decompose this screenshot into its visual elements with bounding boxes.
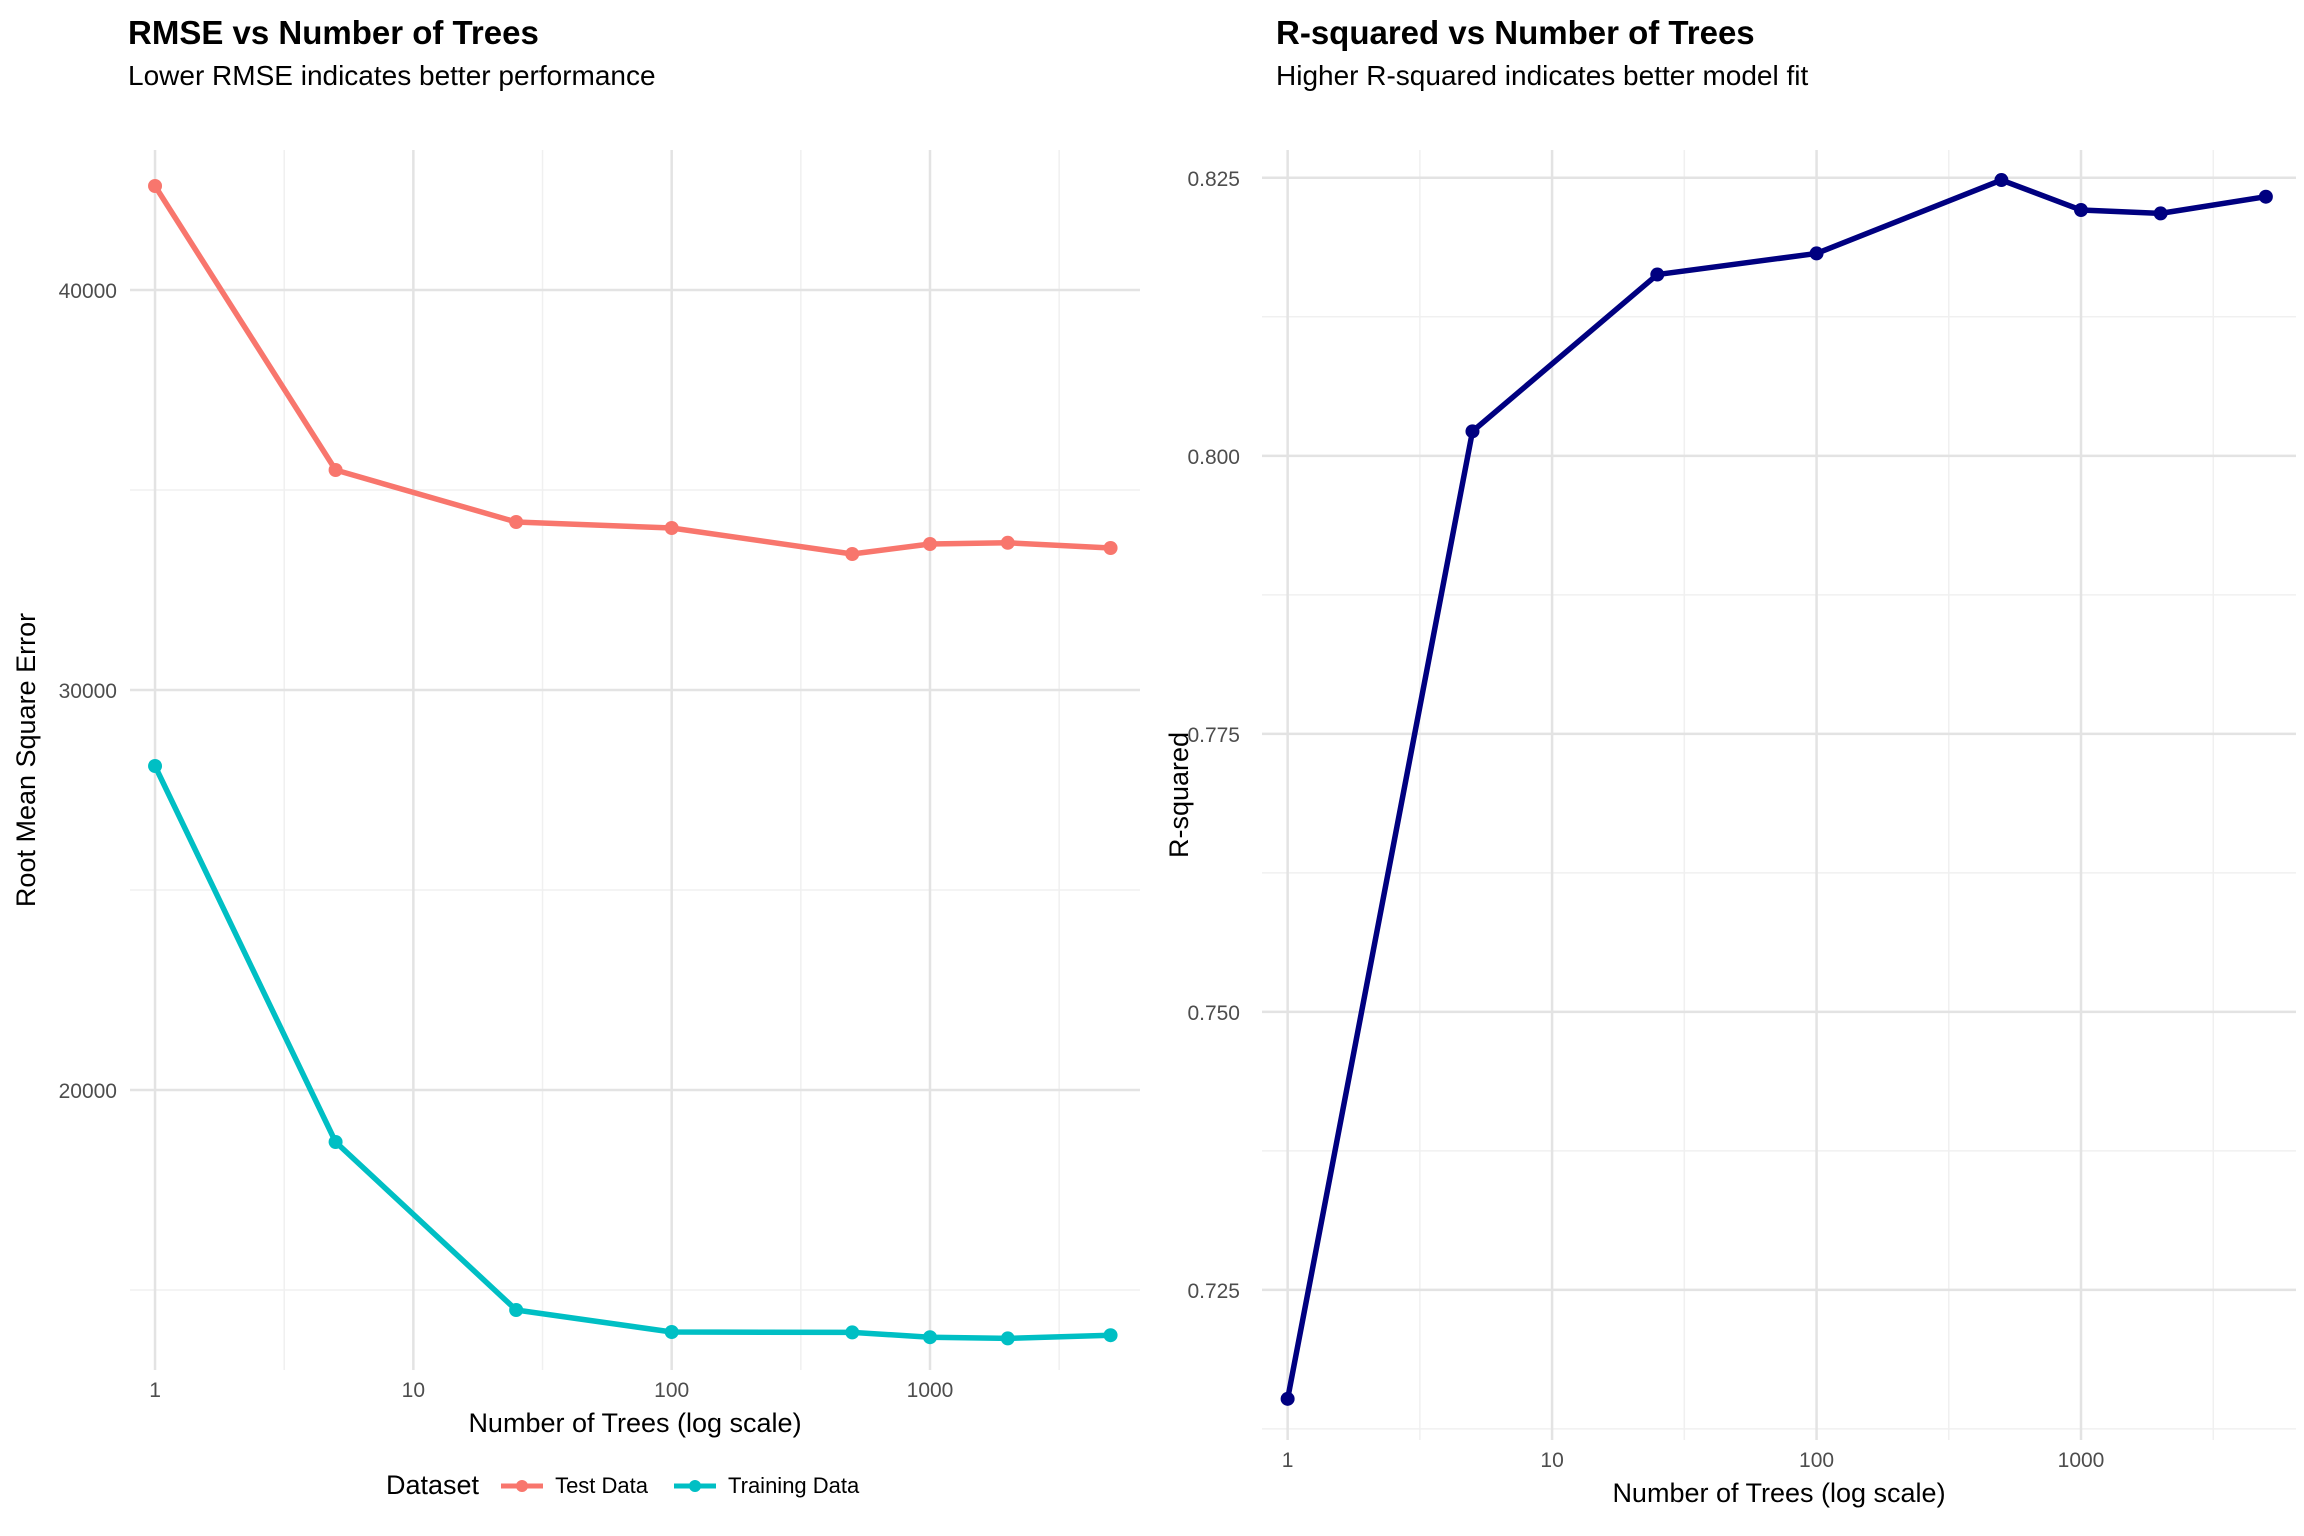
x-axis-label: Number of Trees (log scale) xyxy=(1612,1478,1945,1508)
r-squared-series-point xyxy=(2258,189,2273,204)
y-axis-label: Root Mean Square Error xyxy=(11,613,41,907)
x-tick-label: 10 xyxy=(402,1379,425,1402)
y-tick-label: 0.800 xyxy=(1187,446,1240,469)
r-squared-panel: R-squared vs Number of Trees Higher R-sq… xyxy=(1152,0,2304,1536)
rmse-test-data-point xyxy=(1103,541,1118,555)
rmse-test-data-point xyxy=(845,547,860,561)
legend-label-training-data: Training Data xyxy=(728,1472,860,1498)
rmse-test-data-line xyxy=(152,183,1114,557)
rmse-legend: Dataset Test Data Training Data xyxy=(386,1470,883,1501)
rmse-chart: 1 10 100 1000 20000 30000 40000 Number of Trees… xyxy=(11,150,1140,1438)
r-squared-series-line xyxy=(1284,177,2269,1402)
rmse-test-data-point xyxy=(509,515,524,529)
r-squared-series-point xyxy=(2074,203,2089,218)
x-tick-label: 1 xyxy=(1282,1449,1294,1472)
r-squared-series-point xyxy=(2153,206,2168,221)
legend-key-training-data xyxy=(674,1479,716,1492)
y-axis-label: R-squared xyxy=(1164,732,1194,858)
rmse-training-data-point xyxy=(845,1325,860,1340)
y-tick-label: 0.725 xyxy=(1187,1280,1240,1303)
rmse-training-data-point xyxy=(1103,1328,1118,1343)
rmse-training-data-point xyxy=(509,1303,524,1317)
legend-key-test-data xyxy=(501,1479,544,1492)
rmse-training-data-line xyxy=(152,763,1114,1342)
rmse-training-data-point xyxy=(1000,1331,1015,1346)
rmse-training-data-point xyxy=(923,1330,938,1345)
x-tick-label: 100 xyxy=(654,1379,689,1402)
r-squared-chart-title: R-squared vs Number of Trees xyxy=(1276,14,1755,51)
rmse-test-data-point xyxy=(664,521,679,535)
rmse-test-data-point xyxy=(1000,535,1015,550)
x-tick-label: 100 xyxy=(1799,1449,1834,1472)
x-axis-label: Number of Trees (log scale) xyxy=(468,1408,801,1438)
rmse-test-data-point xyxy=(328,463,343,477)
rmse-chart-subtitle: Lower RMSE indicates better performance xyxy=(128,60,656,91)
r-squared-series-point xyxy=(1465,424,1480,439)
r-squared-series-point xyxy=(1280,1391,1295,1406)
y-tick-label: 0.825 xyxy=(1187,168,1240,191)
legend-item-test-data: Test Data xyxy=(499,1473,648,1499)
y-tick-label: 0.750 xyxy=(1187,1002,1240,1025)
rmse-test-data-point xyxy=(148,179,163,193)
rmse-chart-title: RMSE vs Number of Trees xyxy=(128,14,539,51)
rmse-training-data-point xyxy=(664,1325,679,1339)
x-tick-label: 10 xyxy=(1540,1449,1563,1472)
y-tick-label: 30000 xyxy=(59,680,117,703)
rmse-test-data-point xyxy=(923,537,938,551)
rmse-training-data-point xyxy=(328,1135,343,1149)
legend-title: Dataset xyxy=(386,1470,480,1500)
legend-item-training-data: Training Data xyxy=(672,1473,859,1499)
r-squared-series-point xyxy=(1994,173,2009,188)
y-tick-label: 20000 xyxy=(59,1080,117,1103)
r-squared-chart-subtitle: Higher R-squared indicates better model … xyxy=(1276,60,1809,91)
legend-label-test-data: Test Data xyxy=(555,1472,648,1498)
x-tick-label: 1 xyxy=(149,1379,161,1402)
rmse-panel: RMSE vs Number of Trees Lower RMSE indic… xyxy=(11,14,1140,1501)
x-tick-label: 1000 xyxy=(907,1379,954,1402)
r-squared-series-point xyxy=(1650,267,1665,282)
r-squared-series-point xyxy=(1809,246,1824,261)
y-tick-label: 40000 xyxy=(59,280,117,303)
r-squared-chart: 1 10 100 1000 0.725 0.750 0.775 0.800 0.825 Numbe… xyxy=(1164,150,2296,1508)
rmse-training-data-point xyxy=(148,759,163,773)
y-tick-label: 0.775 xyxy=(1187,724,1240,747)
x-tick-label: 1000 xyxy=(2058,1449,2105,1472)
